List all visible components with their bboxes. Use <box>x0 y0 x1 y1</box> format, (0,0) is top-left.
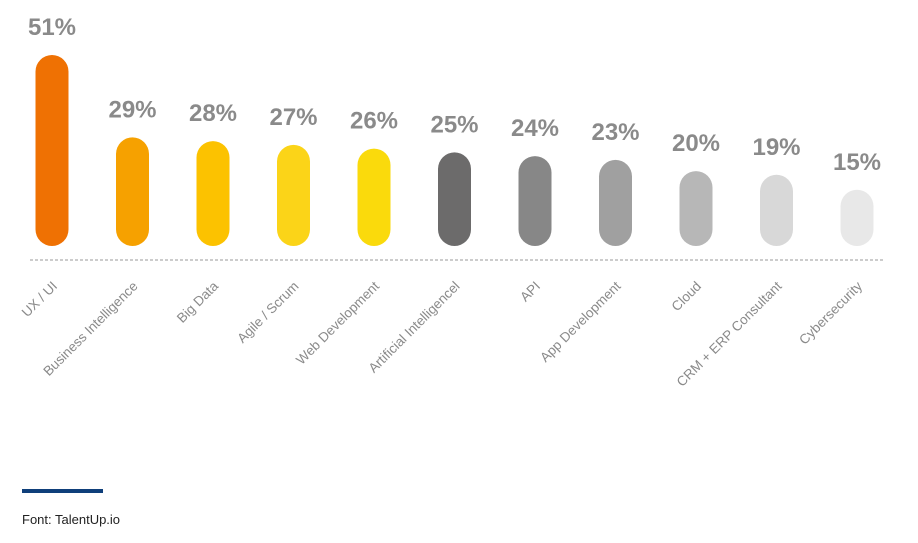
category-label: API <box>517 279 543 305</box>
bar <box>760 174 793 246</box>
bar <box>196 141 230 246</box>
category-label: Agile / Scrum <box>234 279 301 346</box>
bars-group <box>35 55 874 246</box>
value-label: 15% <box>833 149 881 176</box>
value-label: 19% <box>752 134 800 161</box>
bar <box>840 189 874 246</box>
bar <box>277 144 310 246</box>
value-label: 26% <box>350 108 398 135</box>
bar-chart: 51% 29% 28% 27% 26% 25% 24% 23% 20% 19% 15% UX / U… <box>19 14 885 389</box>
category-label: Big Data <box>174 278 222 326</box>
bar <box>116 137 149 246</box>
value-labels-group: 51% 29% 28% 27% 26% 25% 24% 23% 20% 19% 15% <box>28 14 881 176</box>
value-label: 29% <box>108 96 156 123</box>
value-label: 51% <box>28 14 76 41</box>
bar <box>599 159 632 246</box>
source-note: Font: TalentUp.io <box>22 512 121 527</box>
value-label: 24% <box>511 115 559 142</box>
category-label: Cloud <box>669 279 705 315</box>
category-label: Web Development <box>293 278 382 367</box>
bar <box>438 152 471 246</box>
bar <box>518 156 552 246</box>
value-label: 28% <box>189 100 237 127</box>
value-label: 27% <box>269 104 317 131</box>
value-label: 25% <box>430 111 478 138</box>
bar <box>35 55 69 246</box>
source-rule <box>22 489 103 493</box>
value-label: 20% <box>672 130 720 157</box>
bar <box>357 148 391 246</box>
bar <box>679 171 713 246</box>
category-label: UX / UI <box>19 279 60 320</box>
value-label: 23% <box>591 119 639 146</box>
category-label: Artificial Intelligencel <box>366 279 463 376</box>
category-label: Cybersecurity <box>796 278 865 347</box>
category-label: App Development <box>537 278 624 365</box>
